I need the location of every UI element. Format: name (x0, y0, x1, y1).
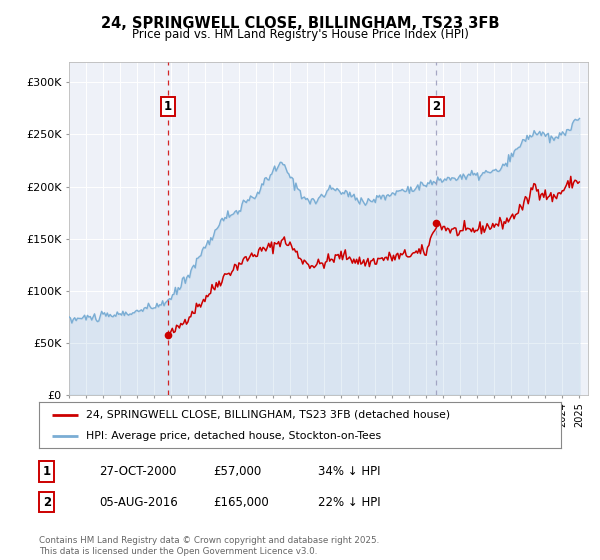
Text: £165,000: £165,000 (213, 496, 269, 509)
Text: 22% ↓ HPI: 22% ↓ HPI (318, 496, 380, 509)
Text: 1: 1 (43, 465, 51, 478)
Text: 05-AUG-2016: 05-AUG-2016 (99, 496, 178, 509)
Text: £57,000: £57,000 (213, 465, 261, 478)
Text: 2: 2 (433, 100, 440, 113)
Text: 24, SPRINGWELL CLOSE, BILLINGHAM, TS23 3FB (detached house): 24, SPRINGWELL CLOSE, BILLINGHAM, TS23 3… (86, 410, 450, 420)
Text: Contains HM Land Registry data © Crown copyright and database right 2025.
This d: Contains HM Land Registry data © Crown c… (39, 536, 379, 556)
Text: 24, SPRINGWELL CLOSE, BILLINGHAM, TS23 3FB: 24, SPRINGWELL CLOSE, BILLINGHAM, TS23 3… (101, 16, 499, 31)
Text: 27-OCT-2000: 27-OCT-2000 (99, 465, 176, 478)
Text: 2: 2 (43, 496, 51, 509)
Text: HPI: Average price, detached house, Stockton-on-Tees: HPI: Average price, detached house, Stoc… (86, 431, 381, 441)
Text: 34% ↓ HPI: 34% ↓ HPI (318, 465, 380, 478)
Text: 1: 1 (164, 100, 172, 113)
Text: Price paid vs. HM Land Registry's House Price Index (HPI): Price paid vs. HM Land Registry's House … (131, 28, 469, 41)
